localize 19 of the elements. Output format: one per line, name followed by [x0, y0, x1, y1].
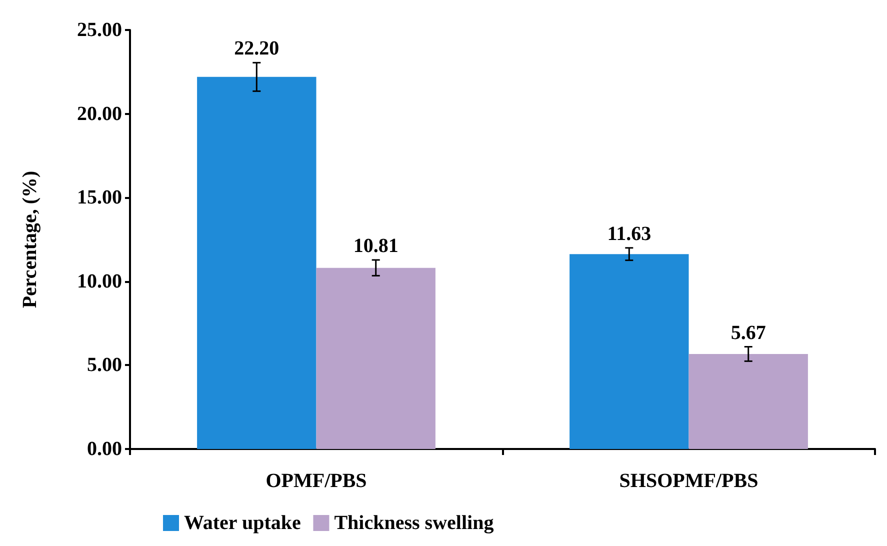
y-tick-label: 20.00 [77, 102, 122, 125]
y-tick-label: 5.00 [87, 354, 122, 376]
bar [570, 254, 689, 449]
data-label: 5.67 [730, 322, 766, 344]
data-label: 10.81 [353, 234, 398, 257]
x-tick-label: SHSOPMF/PBS [619, 470, 758, 492]
bar [197, 76, 316, 449]
x-tick-label: OPMF/PBS [266, 470, 367, 492]
bar [316, 268, 436, 449]
legend-label: Thickness swelling [334, 512, 494, 534]
y-tick-label: 15.00 [77, 186, 122, 209]
data-label: 22.20 [234, 38, 280, 60]
y-axis-title: Percentage, (%) [19, 170, 41, 308]
data-label: 11.63 [607, 222, 652, 245]
y-tick-label: 10.00 [77, 270, 122, 292]
legend-label: Water uptake [184, 512, 301, 534]
y-tick-label: 0.00 [87, 438, 122, 460]
bar [688, 354, 808, 449]
y-tick-label: 25.00 [77, 19, 122, 41]
